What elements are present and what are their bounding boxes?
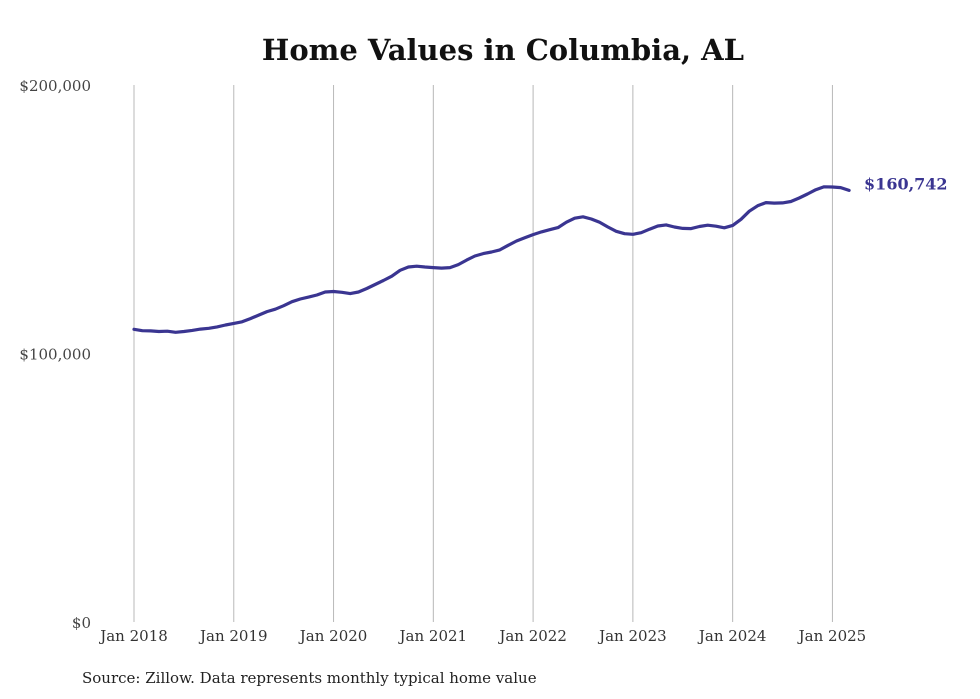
x-tick-label: Jan 2023 [597,627,667,645]
y-tick-label: $200,000 [19,77,91,95]
x-axis-tick-labels: Jan 2018 Jan 2019 Jan 2020 Jan 2021 Jan 2022… [98,627,866,645]
series-layer [132,185,851,334]
x-tick-label: Jan 2020 [298,627,368,645]
chart-title: Home Values in Columbia, AL [262,33,744,67]
x-tick-label: Jan 2024 [697,627,767,645]
y-tick-label: $0 [72,614,91,632]
source-note: Source: Zillow. Data represents monthly … [82,669,537,687]
x-tick-label: Jan 2019 [198,627,268,645]
y-tick-label: $100,000 [19,346,91,364]
x-tick-label: Jan 2018 [98,627,168,645]
vertical-gridlines [133,85,833,622]
x-tick-label: Jan 2025 [797,627,867,645]
series-line-0 [132,185,851,334]
x-tick-label: Jan 2021 [398,627,468,645]
x-tick-label: Jan 2022 [497,627,567,645]
y-axis-tick-labels: $0 $100,000 $200,000 [19,77,91,632]
last-value-label: $160,742 [864,174,948,193]
